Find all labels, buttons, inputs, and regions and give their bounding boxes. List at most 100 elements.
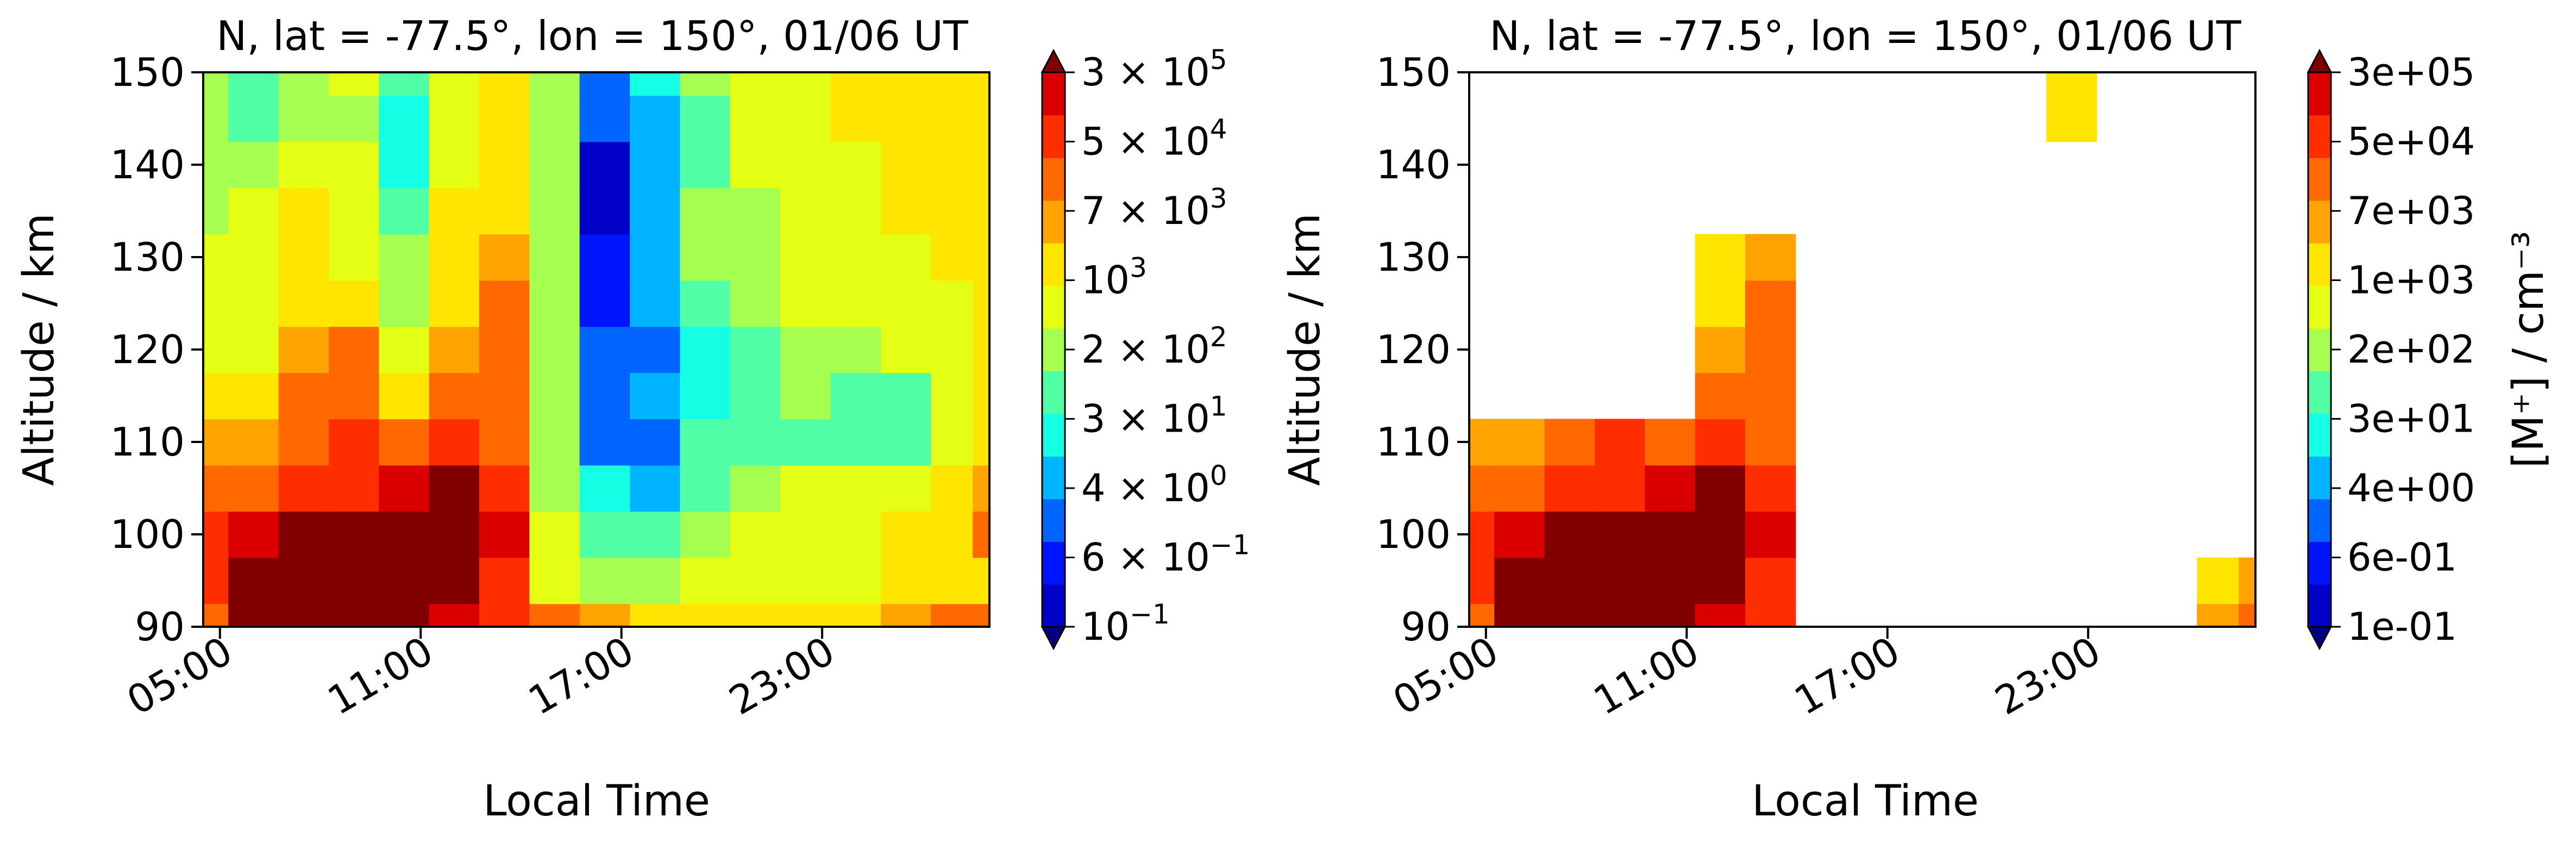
heatmap-cell bbox=[973, 326, 990, 373]
heatmap-cell bbox=[1745, 603, 1796, 627]
right-heatmap-plot bbox=[1469, 72, 2256, 627]
heatmap-cell bbox=[1645, 557, 1696, 604]
heatmap-cell bbox=[529, 188, 580, 235]
heatmap-cell bbox=[730, 188, 781, 235]
y-tick-label: 120 bbox=[110, 327, 185, 372]
heatmap-cell bbox=[479, 372, 530, 420]
heatmap-cell bbox=[880, 188, 932, 235]
heatmap-cell bbox=[529, 95, 580, 142]
right-x-axis-label: Local Time bbox=[1752, 777, 1979, 826]
heatmap-cell bbox=[630, 280, 681, 327]
colorbar-segment bbox=[2308, 328, 2331, 372]
heatmap-cell bbox=[579, 280, 630, 327]
heatmap-cell bbox=[379, 603, 430, 627]
heatmap-cell bbox=[429, 511, 480, 558]
right-panel: N, lat = -77.5°, lon = 150°, 01/06 UT 90… bbox=[1281, 12, 2553, 826]
colorbar-segment bbox=[1042, 72, 1065, 116]
heatmap-cell bbox=[973, 72, 990, 96]
heatmap-cell bbox=[880, 557, 932, 604]
heatmap-cell bbox=[880, 465, 932, 512]
heatmap-cell bbox=[2046, 95, 2097, 142]
heatmap-cell bbox=[680, 372, 731, 420]
colorbar-segment bbox=[2308, 200, 2331, 244]
heatmap-cell bbox=[973, 511, 990, 558]
heatmap-cell bbox=[203, 95, 229, 142]
heatmap-cell bbox=[228, 141, 279, 189]
heatmap-cell bbox=[379, 95, 430, 142]
heatmap-cell bbox=[579, 419, 630, 466]
heatmap-cell bbox=[479, 234, 530, 281]
heatmap-cell bbox=[1745, 419, 1796, 466]
heatmap-cell bbox=[880, 72, 932, 96]
colorbar-segment bbox=[2308, 72, 2331, 116]
heatmap-cell bbox=[931, 72, 973, 96]
heatmap-cell bbox=[680, 234, 731, 281]
heatmap-cell bbox=[780, 326, 831, 373]
heatmap-cell bbox=[931, 234, 973, 281]
heatmap-cell bbox=[730, 234, 781, 281]
heatmap-cell bbox=[429, 95, 480, 142]
heatmap-cell bbox=[630, 372, 681, 420]
heatmap-cell bbox=[630, 557, 681, 604]
colorbar-tick-label: 3 × 101 bbox=[1081, 391, 1227, 441]
heatmap-cell bbox=[880, 95, 932, 142]
colorbar-segment bbox=[2308, 456, 2331, 500]
heatmap-cell bbox=[228, 603, 279, 627]
heatmap-cell bbox=[973, 465, 990, 512]
colorbar-segment bbox=[1042, 242, 1065, 286]
heatmap-cell bbox=[1469, 511, 1495, 558]
heatmap-cell bbox=[328, 465, 380, 512]
heatmap-cell bbox=[931, 372, 973, 420]
colorbar-tick-label: 1e-01 bbox=[2347, 604, 2457, 649]
heatmap-cell bbox=[830, 141, 881, 189]
y-tick-label: 150 bbox=[110, 49, 185, 95]
heatmap-cell bbox=[379, 419, 430, 466]
heatmap-cell bbox=[730, 511, 781, 558]
colorbar-segment bbox=[2308, 498, 2331, 542]
heatmap-cell bbox=[479, 280, 530, 327]
colorbar-segment bbox=[1042, 157, 1065, 201]
heatmap-cell bbox=[429, 372, 480, 420]
heatmap-cell bbox=[973, 280, 990, 327]
heatmap-cell bbox=[278, 95, 329, 142]
heatmap-cell bbox=[1494, 557, 1545, 604]
heatmap-cell bbox=[830, 557, 881, 604]
heatmap-cell bbox=[680, 603, 731, 627]
heatmap-cell bbox=[529, 280, 580, 327]
heatmap-cell bbox=[479, 188, 530, 235]
heatmap-cell bbox=[278, 141, 329, 189]
colorbar-tick-label: 10−1 bbox=[1081, 598, 1170, 649]
y-tick-label: 150 bbox=[1376, 49, 1451, 95]
heatmap-cell bbox=[730, 419, 781, 466]
heatmap-cell bbox=[931, 511, 973, 558]
heatmap-cell bbox=[680, 511, 731, 558]
heatmap-cell bbox=[479, 141, 530, 189]
colorbar-segment bbox=[2308, 371, 2331, 414]
heatmap-cell bbox=[529, 372, 580, 420]
heatmap-cell bbox=[1544, 603, 1595, 627]
left-x-axis-label: Local Time bbox=[483, 777, 710, 826]
colorbar-tick-label: 4e+00 bbox=[2347, 466, 2475, 510]
heatmap-cell bbox=[973, 234, 990, 281]
heatmap-cell bbox=[630, 326, 681, 373]
heatmap-cell bbox=[1594, 557, 1646, 604]
heatmap-cell bbox=[780, 280, 831, 327]
colorbar-segment bbox=[2308, 584, 2331, 627]
heatmap-cell bbox=[379, 465, 430, 512]
heatmap-cell bbox=[1469, 603, 1495, 627]
heatmap-cell bbox=[479, 326, 530, 373]
heatmap-cell bbox=[579, 511, 630, 558]
heatmap-cell bbox=[630, 188, 681, 235]
heatmap-cell bbox=[1594, 465, 1646, 512]
heatmap-cell bbox=[1594, 511, 1646, 558]
right-y-axis-label: Altitude / km bbox=[1281, 213, 1330, 486]
heatmap-cell bbox=[379, 557, 430, 604]
heatmap-cell bbox=[973, 372, 990, 420]
heatmap-cell bbox=[680, 326, 731, 373]
heatmap-cell bbox=[379, 72, 430, 96]
colorbar-segment bbox=[1042, 498, 1065, 542]
heatmap-cell bbox=[1594, 603, 1646, 627]
heatmap-cell bbox=[228, 188, 279, 235]
heatmap-cell bbox=[529, 234, 580, 281]
heatmap-cell bbox=[1645, 419, 1696, 466]
